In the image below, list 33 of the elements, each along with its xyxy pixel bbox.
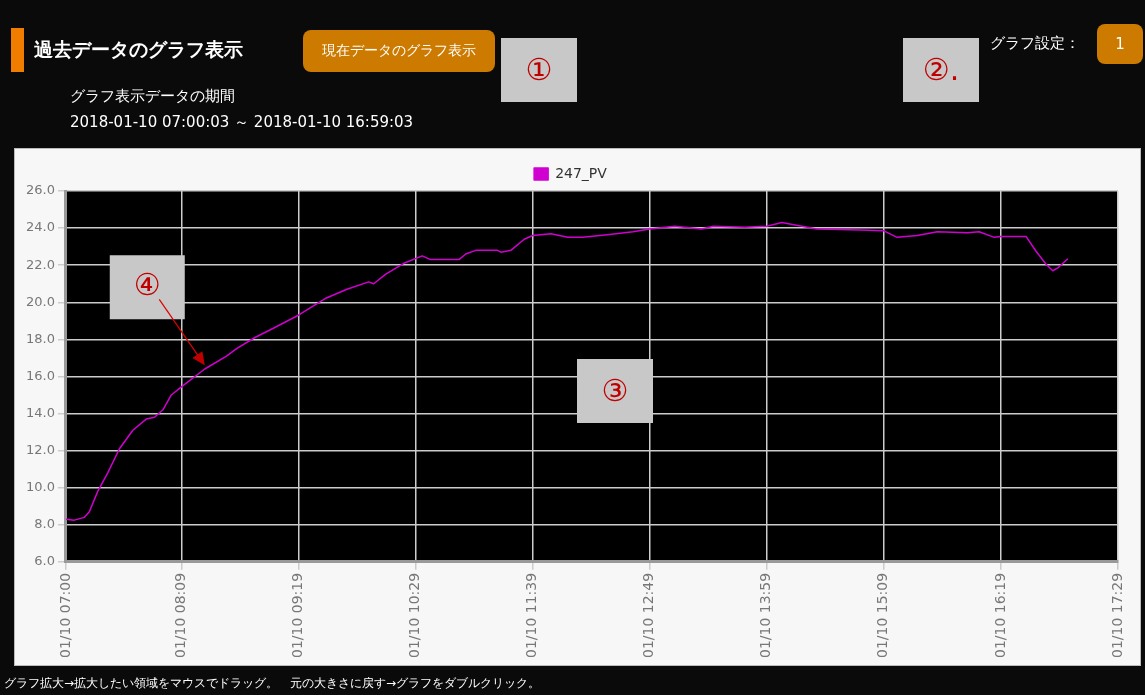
text: ① bbox=[501, 38, 577, 102]
x-tick-label: 01/10 15:09 bbox=[874, 572, 891, 659]
y-tick-label: 22.0 bbox=[25, 256, 55, 272]
x-tick-label: 01/10 12:49 bbox=[640, 572, 657, 659]
y-tick-label: 16.0 bbox=[25, 367, 55, 383]
y-tick-label: 10.0 bbox=[25, 479, 55, 495]
text: 現在データのグラフ表示 bbox=[303, 30, 495, 72]
chart-title: 過去データのグラフ表示 bbox=[34, 37, 243, 62]
x-tick-label: 01/10 08:09 bbox=[171, 572, 188, 659]
text: 1 bbox=[1097, 24, 1143, 64]
y-tick-label: 12.0 bbox=[25, 441, 55, 457]
y-tick-label: 8.0 bbox=[34, 516, 55, 532]
x-tick-label: 01/10 16:19 bbox=[991, 572, 1008, 659]
x-tick-label: 01/10 10:29 bbox=[406, 572, 423, 659]
x-tick-label: 01/10 11:39 bbox=[523, 572, 540, 659]
y-tick-label: 6.0 bbox=[34, 553, 55, 569]
text: グラフ設定： bbox=[990, 34, 1080, 53]
y-tick-label: 24.0 bbox=[25, 219, 55, 235]
y-tick-label: 20.0 bbox=[25, 293, 55, 309]
x-tick-label: 01/10 13:59 bbox=[757, 572, 774, 659]
x-tick-label: 01/10 09:19 bbox=[289, 572, 306, 659]
text: グラフ拡大→拡大したい領域をマウスでドラッグ。 元の大きさに戻す→グラフをダブルクリック。 bbox=[4, 675, 541, 692]
legend-label: 247_PV bbox=[555, 164, 608, 181]
annotation: ④ bbox=[133, 267, 161, 303]
x-tick-label: 01/10 07:00 bbox=[56, 572, 73, 659]
y-tick-label: 26.0 bbox=[25, 182, 55, 198]
x-tick-label: 01/10 17:29 bbox=[1108, 572, 1125, 659]
annotation: ③ bbox=[577, 359, 653, 423]
text: ②. bbox=[903, 38, 979, 102]
text: 2018-01-10 07:00:03 ～ 2018-01-10 16:59:03 bbox=[70, 113, 414, 132]
y-tick-label: 18.0 bbox=[25, 330, 55, 346]
y-tick-label: 14.0 bbox=[25, 404, 55, 420]
chart-subtitle: グラフ表示データの期間 bbox=[70, 87, 235, 106]
